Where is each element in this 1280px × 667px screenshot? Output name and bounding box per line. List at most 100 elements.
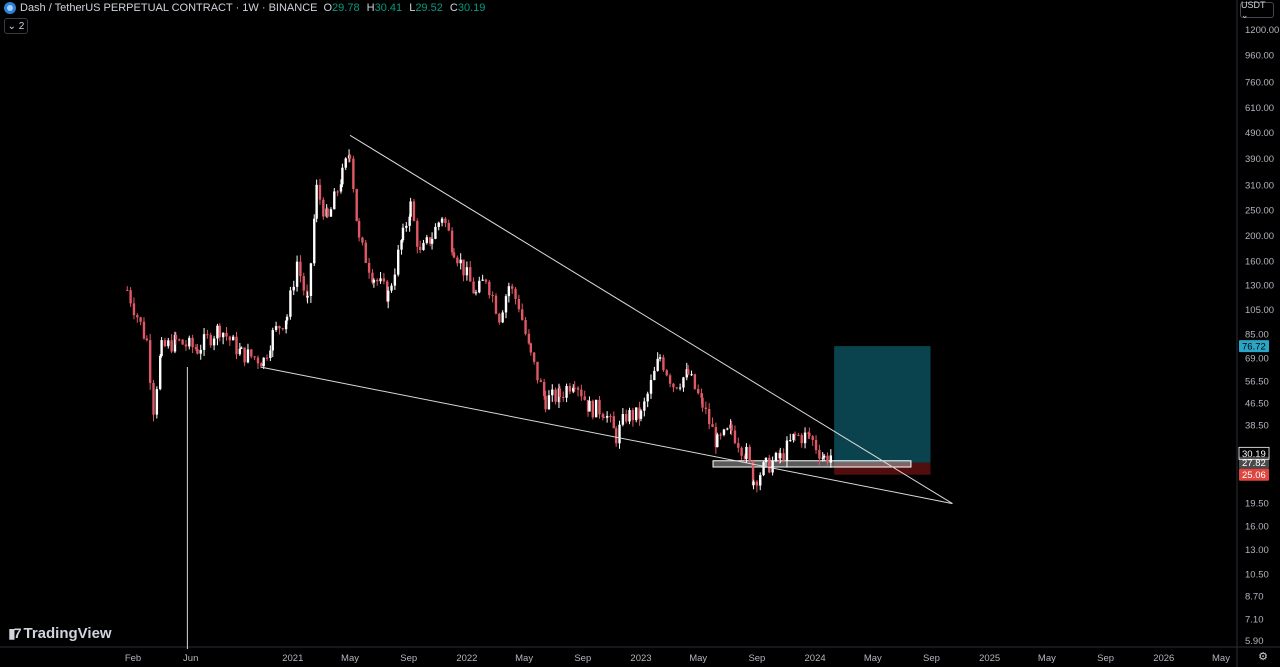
candle-body (158, 355, 162, 390)
x-tick-label: May (341, 653, 359, 664)
candle-body (225, 332, 228, 337)
candle-body (191, 337, 194, 348)
candle-body (129, 290, 132, 304)
candles (126, 149, 833, 493)
y-tick-label: 390.00 (1245, 154, 1274, 165)
candle-body (598, 399, 601, 415)
last-price-badge-border (1238, 446, 1270, 460)
candle-body (216, 325, 219, 339)
last-price-badge: 30.19 (1242, 449, 1266, 460)
candle-body (711, 424, 714, 428)
candle-body (456, 257, 459, 264)
candle-body (759, 475, 762, 486)
candle-body (357, 221, 361, 238)
candle-body (418, 246, 422, 251)
x-tick-label: Sep (1097, 653, 1114, 664)
candle-body (209, 334, 212, 346)
candle-body (524, 319, 527, 334)
candle-body (462, 259, 465, 276)
x-tick-label: Sep (400, 653, 417, 664)
candle-body (202, 334, 206, 350)
candle-body (488, 281, 491, 296)
candle-body (803, 432, 807, 444)
candle-body (687, 369, 690, 375)
y-tick-label: 85.00 (1245, 329, 1269, 340)
candle-body (136, 315, 139, 318)
candle-body (364, 242, 367, 263)
candle-body (289, 290, 292, 317)
tv-icon: ▮7 (8, 625, 21, 641)
candle-body (408, 216, 411, 226)
candle-body (562, 396, 565, 398)
candle-body (126, 290, 129, 292)
candle-body (631, 410, 635, 421)
candle-body (762, 462, 765, 476)
candle-body (315, 184, 318, 219)
y-tick-label: 16.00 (1245, 521, 1269, 532)
symbol-title[interactable]: Dash / TetherUS PERPETUAL CONTRACT · 1W … (20, 2, 318, 14)
candle-body (605, 415, 609, 418)
candle-body (382, 278, 386, 282)
candle-body (716, 434, 719, 448)
candle-body (565, 385, 568, 398)
x-tick-label: Sep (574, 653, 591, 664)
candle-body (181, 339, 184, 345)
candle-body (313, 218, 316, 264)
candle-body (139, 317, 142, 322)
candle-body (269, 350, 272, 358)
candle-body (333, 191, 336, 210)
candle-body (752, 481, 755, 486)
candle-body (635, 407, 638, 421)
candle-body (494, 295, 498, 314)
candle-body (646, 393, 649, 402)
candle-body (588, 400, 591, 412)
candle-body (743, 455, 747, 459)
collapse-indicators-button[interactable]: ⌄ 2 (4, 18, 28, 34)
candle-body (260, 363, 263, 367)
candle-body (430, 238, 434, 244)
candle-body (722, 429, 726, 435)
candle-body (450, 230, 454, 253)
candle-body (625, 414, 628, 422)
candle-body (376, 279, 379, 282)
candle-body (405, 225, 408, 228)
y-tick-label: 960.00 (1245, 51, 1274, 62)
trendline-1 (349, 134, 953, 505)
candle-body (800, 435, 803, 444)
currency-select[interactable]: USDT ⌄ (1240, 0, 1274, 20)
candle-body (262, 357, 265, 367)
candle-body (573, 387, 576, 389)
candle-body (829, 455, 833, 463)
candle-body (160, 340, 163, 356)
open-value: 29.78 (332, 2, 360, 14)
candle-body (371, 272, 374, 283)
high-value: 30.41 (374, 2, 403, 14)
y-tick-label: 7.10 (1245, 615, 1264, 626)
candle-body (764, 457, 768, 463)
candle-body (583, 396, 586, 400)
candle-body (693, 374, 697, 389)
candle-body (265, 357, 269, 359)
tradingview-logo[interactable]: ▮7 TradingView (8, 625, 112, 642)
brand-name: TradingView (23, 625, 112, 642)
candle-body (484, 279, 488, 282)
candle-body (221, 332, 225, 338)
candle-body (285, 316, 289, 321)
candle-body (472, 281, 475, 294)
candle-body (367, 262, 371, 273)
candle-body (818, 449, 821, 459)
candle-body (390, 285, 393, 291)
candle-body (178, 339, 181, 341)
candle-body (527, 333, 531, 344)
candle-body (771, 460, 774, 473)
candle-body (719, 434, 722, 436)
candle-body (707, 408, 711, 425)
candle-body (379, 278, 382, 282)
last-price-badge-bg (1239, 447, 1269, 460)
x-tick-label: May (864, 653, 882, 664)
candle-body (568, 385, 572, 392)
settings-gear-icon[interactable]: ⚙ (1258, 651, 1268, 663)
candle-body (792, 433, 795, 441)
y-tick-label: 160.00 (1245, 257, 1274, 268)
